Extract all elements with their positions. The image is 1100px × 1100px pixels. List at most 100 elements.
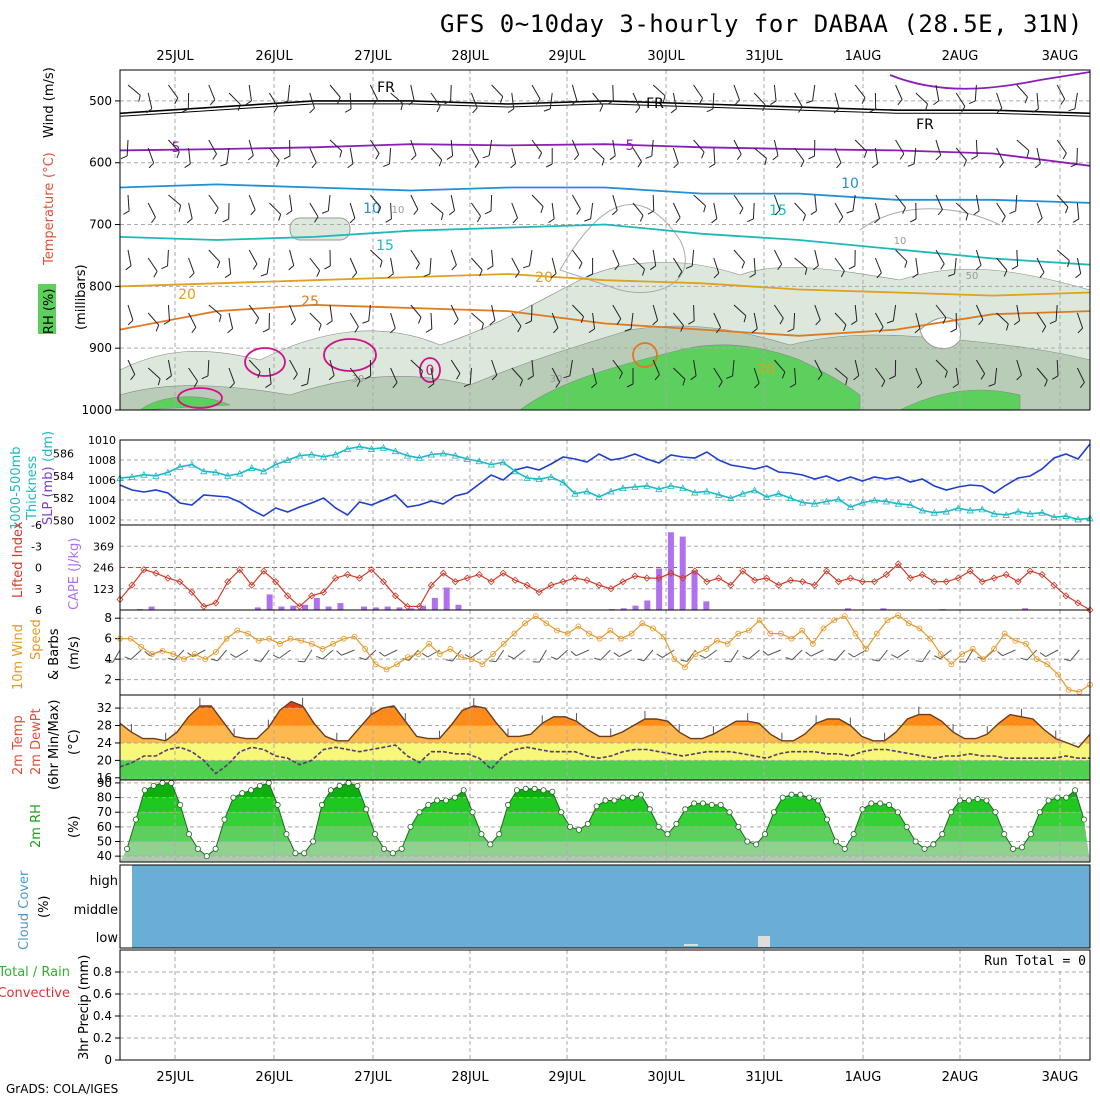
- barb-staff: [632, 202, 644, 216]
- upper-wind-barb: [895, 139, 905, 160]
- cape-bar: [313, 597, 320, 610]
- rh-marker: [177, 801, 184, 808]
- thickness-marker: [918, 506, 927, 514]
- upper-wind-barb: [127, 304, 134, 326]
- barb-staff: [1036, 92, 1039, 109]
- upper-wind-barb: [208, 304, 222, 322]
- upper-wind-barb: [588, 312, 596, 334]
- wind10-barb: [724, 649, 739, 663]
- upper-wind-barb: [127, 84, 141, 102]
- upper-wind-barb: [188, 257, 195, 279]
- cape-bar: [396, 607, 403, 610]
- cape-bar: [632, 605, 639, 610]
- barb-flag: [647, 210, 654, 215]
- slp-tick-label: 1006: [88, 474, 116, 487]
- rh-marker: [886, 801, 893, 808]
- upper-wind-barb: [1009, 194, 1018, 214]
- barb-flag: [1049, 320, 1057, 324]
- contour-loop: [244, 347, 286, 377]
- wind-marker: [927, 635, 934, 642]
- barb-staff: [834, 312, 847, 326]
- barb-flag: [220, 163, 227, 167]
- li-marker: [1014, 578, 1022, 586]
- upper-wind-barb: [632, 147, 642, 168]
- barb-staff: [147, 367, 161, 380]
- barb-staff: [773, 139, 779, 156]
- barb-staff: [1076, 147, 1078, 165]
- li-marker: [858, 578, 867, 586]
- barb-staff: [835, 649, 846, 661]
- barb-staff: [531, 359, 534, 376]
- barb-flag: [912, 273, 919, 279]
- barb-flag: [359, 657, 366, 661]
- upper-wind-barb: [222, 202, 230, 223]
- cloud-level-label: high: [90, 874, 118, 889]
- barb-flag: [916, 382, 923, 389]
- ylabel-thickness-1: 1000-500mb: [9, 446, 24, 530]
- barb-flag: [153, 271, 158, 278]
- rh-marker: [132, 816, 139, 823]
- li-tick-label: 3: [35, 583, 42, 596]
- upper-wind-barb: [996, 312, 1009, 331]
- barb-flag: [278, 214, 282, 221]
- li-marker: [631, 572, 639, 580]
- rh-marker: [327, 787, 334, 794]
- li-marker: [990, 574, 998, 582]
- thickness-marker: [751, 486, 759, 494]
- barb-flag: [907, 163, 915, 167]
- upper-wind-barb: [369, 84, 378, 106]
- barb-staff: [188, 312, 197, 328]
- barb-flag: [703, 205, 706, 213]
- barb-flag: [545, 163, 553, 168]
- cape-bar: [679, 536, 686, 610]
- barb-staff: [370, 249, 383, 262]
- barb-flag: [980, 373, 986, 380]
- barb-staff: [691, 249, 695, 266]
- barb-staff: [304, 649, 313, 663]
- ylabel-speed: Speed: [29, 619, 44, 660]
- contour-loop: [323, 338, 377, 372]
- li-marker: [523, 581, 531, 589]
- barb-flag: [293, 373, 298, 380]
- barb-flag: [802, 214, 806, 222]
- upper-wind-barb: [773, 304, 784, 325]
- upper-wind-barb: [545, 148, 553, 168]
- barb-flag: [772, 155, 779, 161]
- barb-staff: [600, 649, 611, 661]
- wind-marker: [1012, 637, 1019, 644]
- rh-marker: [372, 831, 379, 838]
- thickness-marker: [331, 450, 340, 458]
- upper-wind-barb: [1034, 147, 1041, 169]
- li-marker: [703, 578, 711, 586]
- barb-staff: [329, 139, 343, 152]
- barb-staff: [551, 312, 559, 329]
- cape-bar: [384, 606, 391, 610]
- barb-flag: [698, 98, 703, 105]
- barb-flag: [237, 104, 241, 111]
- rh-marker: [345, 779, 352, 786]
- barb-flag: [377, 207, 382, 214]
- li-marker: [846, 574, 855, 582]
- upper-wind-barb: [1049, 304, 1058, 324]
- barb-flag: [934, 655, 941, 660]
- barb-staff: [430, 202, 444, 214]
- upper-wind-barb: [645, 139, 654, 159]
- barb-flag: [573, 154, 580, 161]
- barb-staff: [188, 147, 191, 164]
- barb-staff: [329, 84, 341, 98]
- cape-bar: [148, 606, 155, 610]
- barb-flag: [555, 381, 561, 388]
- barb-staff: [390, 312, 396, 329]
- barb-flag: [413, 209, 419, 216]
- rh-tick-label: 80: [97, 791, 112, 805]
- cape-bar: [408, 608, 415, 610]
- barb-staff: [672, 202, 681, 218]
- barb-flag: [463, 383, 471, 387]
- wind-marker: [351, 633, 358, 640]
- barb-flag: [749, 273, 756, 278]
- upper-wind-barb: [522, 249, 533, 269]
- cape-bar: [420, 605, 427, 610]
- upper-wind-barb: [410, 359, 423, 378]
- barb-flag: [637, 658, 645, 662]
- cape-bar: [302, 604, 309, 610]
